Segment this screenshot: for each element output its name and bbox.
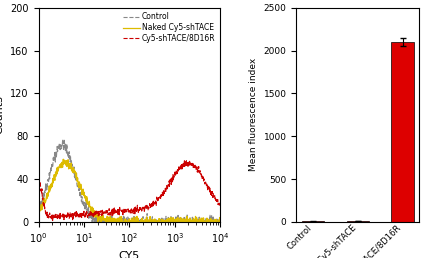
Naked Cy5-shTACE <box>95 220 101 223</box>
Cy5-shTACE/8D16R <box>184 159 189 162</box>
Cy5-shTACE/8D16R <box>174 171 179 174</box>
Y-axis label: Mean fluorescence index: Mean fluorescence index <box>249 58 258 171</box>
Naked Cy5-shTACE <box>152 219 157 222</box>
Naked Cy5-shTACE <box>193 220 198 223</box>
Cy5-shTACE/8D16R <box>36 180 41 183</box>
Control <box>47 178 52 181</box>
Cy5-shTACE/8D16R <box>47 211 52 214</box>
Bar <box>347 221 369 222</box>
Y-axis label: Counts: Counts <box>0 95 5 134</box>
Control <box>62 138 67 141</box>
Cy5-shTACE/8D16R <box>146 206 152 209</box>
Control <box>36 205 41 208</box>
Line: Control: Control <box>39 139 220 222</box>
Naked Cy5-shTACE <box>174 220 179 223</box>
Cy5-shTACE/8D16R <box>152 202 157 205</box>
Bar <box>392 42 414 222</box>
Naked Cy5-shTACE <box>36 208 41 211</box>
Control <box>89 220 95 223</box>
Cy5-shTACE/8D16R <box>217 202 223 205</box>
Naked Cy5-shTACE <box>142 220 147 223</box>
Line: Naked Cy5-shTACE: Naked Cy5-shTACE <box>39 159 220 222</box>
Control <box>217 220 223 223</box>
Naked Cy5-shTACE <box>147 219 152 222</box>
Control <box>174 220 179 223</box>
Naked Cy5-shTACE <box>217 220 223 223</box>
Naked Cy5-shTACE <box>47 190 52 193</box>
Cy5-shTACE/8D16R <box>193 163 198 166</box>
Bar <box>302 221 324 222</box>
Line: Cy5-shTACE/8D16R: Cy5-shTACE/8D16R <box>39 161 220 221</box>
Cy5-shTACE/8D16R <box>142 208 147 211</box>
Control <box>147 220 152 223</box>
Control <box>152 220 157 223</box>
Cy5-shTACE/8D16R <box>50 219 55 222</box>
Naked Cy5-shTACE <box>61 158 66 161</box>
Control <box>142 219 147 222</box>
Legend: Control, Naked Cy5-shTACE, Cy5-shTACE/8D16R: Control, Naked Cy5-shTACE, Cy5-shTACE/8D… <box>120 9 219 46</box>
X-axis label: CY5: CY5 <box>119 251 140 258</box>
Control <box>193 220 198 223</box>
